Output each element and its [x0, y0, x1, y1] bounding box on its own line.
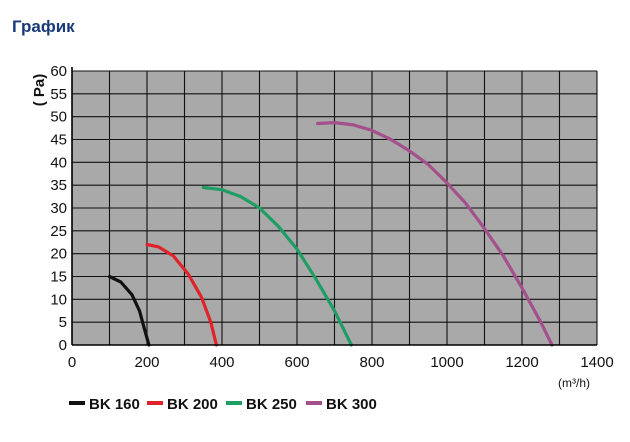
axes: [71, 67, 597, 346]
x-axis-label: (m³/h): [558, 376, 590, 390]
grid-lines: [72, 70, 598, 345]
y-tick-label: 20: [50, 246, 67, 263]
y-tick-label: 45: [50, 132, 67, 149]
y-tick-label: 15: [50, 269, 67, 286]
x-tick-label: 1400: [580, 354, 613, 371]
legend: BK 160 BK 200 BK 250 BK 300: [69, 396, 377, 413]
y-tick-label: 60: [50, 63, 67, 80]
y-tick-label: 25: [50, 223, 67, 240]
x-tick-label: 800: [359, 354, 384, 371]
y-tick-label: 50: [50, 109, 67, 126]
x-tick-label: 0: [68, 354, 76, 371]
x-tick-label: 1200: [505, 354, 538, 371]
y-tick-label: 5: [59, 314, 67, 331]
y-tick-label: 55: [50, 86, 67, 103]
y-tick-label: 35: [50, 177, 67, 194]
x-tick-label: 400: [209, 354, 234, 371]
legend-label: BK 300: [326, 396, 377, 413]
series-line-bk-160: [107, 274, 151, 347]
y-tick-label: 0: [59, 337, 67, 354]
legend-label: BK 200: [167, 396, 218, 413]
y-tick-label: 10: [50, 291, 67, 308]
series-line-bk-250: [201, 185, 353, 347]
x-tick-label: 600: [284, 354, 309, 371]
series-line-bk-300: [316, 121, 554, 347]
curves: [107, 121, 554, 347]
y-tick-label: 40: [50, 154, 67, 171]
page-title: График: [12, 17, 75, 36]
y-axis-label: ( Pa): [31, 74, 48, 107]
y-tick-label: 30: [50, 200, 67, 217]
legend-label: BK 250: [246, 396, 297, 413]
series-line-bk-200: [145, 242, 218, 347]
x-tick-label: 200: [134, 354, 159, 371]
x-tick-label: 1000: [430, 354, 463, 371]
legend-label: BK 160: [89, 396, 140, 413]
